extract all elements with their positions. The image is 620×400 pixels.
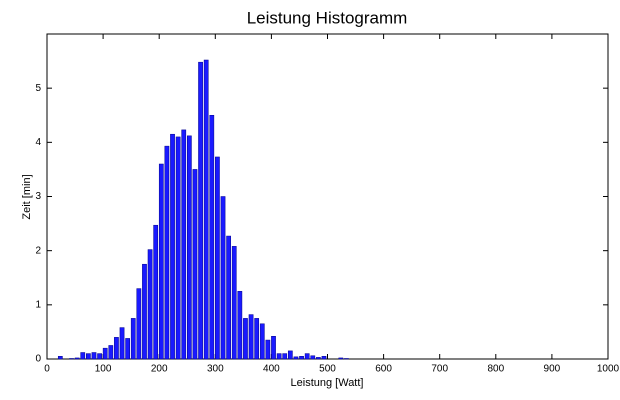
- bar: [276, 353, 282, 360]
- bar: [243, 318, 248, 360]
- bar: [215, 156, 220, 360]
- x-tick-label: 600: [375, 364, 392, 375]
- chart-title: Leistung Histogramm: [247, 8, 408, 27]
- bar: [158, 163, 164, 360]
- bar: [187, 135, 192, 360]
- bar: [69, 358, 74, 360]
- x-tick-label: 900: [544, 364, 561, 375]
- bar: [316, 357, 321, 360]
- bar: [102, 347, 108, 360]
- bar: [203, 59, 209, 360]
- bar: [254, 318, 260, 360]
- bar: [293, 356, 299, 360]
- bar: [153, 224, 159, 360]
- bar: [226, 235, 231, 360]
- bar: [237, 291, 243, 360]
- bar: [97, 353, 102, 360]
- bar: [248, 314, 254, 360]
- bar: [125, 338, 130, 360]
- y-tick-label: 4: [35, 137, 41, 148]
- bar: [198, 61, 203, 360]
- bar: [175, 136, 181, 360]
- bar: [192, 169, 198, 360]
- bar: [170, 133, 175, 360]
- bar: [287, 350, 293, 360]
- bar: [282, 353, 288, 360]
- y-tick-label: 2: [35, 245, 41, 256]
- bar: [80, 352, 86, 360]
- bar: [265, 339, 271, 360]
- y-tick-label: 5: [35, 83, 41, 94]
- bar: [209, 115, 215, 360]
- bar: [231, 246, 237, 360]
- x-tick-label: 300: [207, 364, 224, 375]
- bar: [91, 352, 97, 360]
- y-axis-label: Zeit [min]: [21, 174, 33, 219]
- x-tick-label: 200: [151, 364, 168, 375]
- bar: [271, 336, 276, 360]
- bar: [164, 145, 170, 360]
- bar: [142, 263, 147, 360]
- bar: [136, 288, 142, 360]
- bar: [181, 129, 187, 360]
- bar: [299, 356, 304, 360]
- bar: [74, 357, 80, 360]
- bar: [344, 358, 349, 360]
- y-tick-label: 1: [35, 299, 41, 310]
- x-axis-label: Leistung [Watt]: [291, 377, 364, 389]
- bar: [119, 327, 125, 360]
- x-tick-label: 1000: [597, 364, 620, 375]
- y-tick-label: 3: [35, 191, 41, 202]
- plot-frame: [46, 33, 609, 360]
- bar: [130, 318, 136, 360]
- bar: [114, 337, 119, 360]
- bar: [321, 356, 327, 360]
- bar: [220, 196, 226, 360]
- bar: [57, 356, 63, 360]
- bar: [338, 357, 344, 360]
- bar: [310, 355, 316, 360]
- x-tick-label: 700: [431, 364, 448, 375]
- y-tick-label: 0: [35, 354, 41, 365]
- bar: [108, 345, 114, 360]
- bar: [86, 353, 91, 360]
- x-tick-label: 800: [487, 364, 504, 375]
- bar: [304, 353, 310, 360]
- x-tick-label: 500: [319, 364, 336, 375]
- x-tick-label: 100: [95, 364, 112, 375]
- x-tick-label: 400: [263, 364, 280, 375]
- bar: [259, 323, 265, 360]
- bar: [147, 249, 153, 360]
- x-tick-label: 0: [44, 364, 50, 375]
